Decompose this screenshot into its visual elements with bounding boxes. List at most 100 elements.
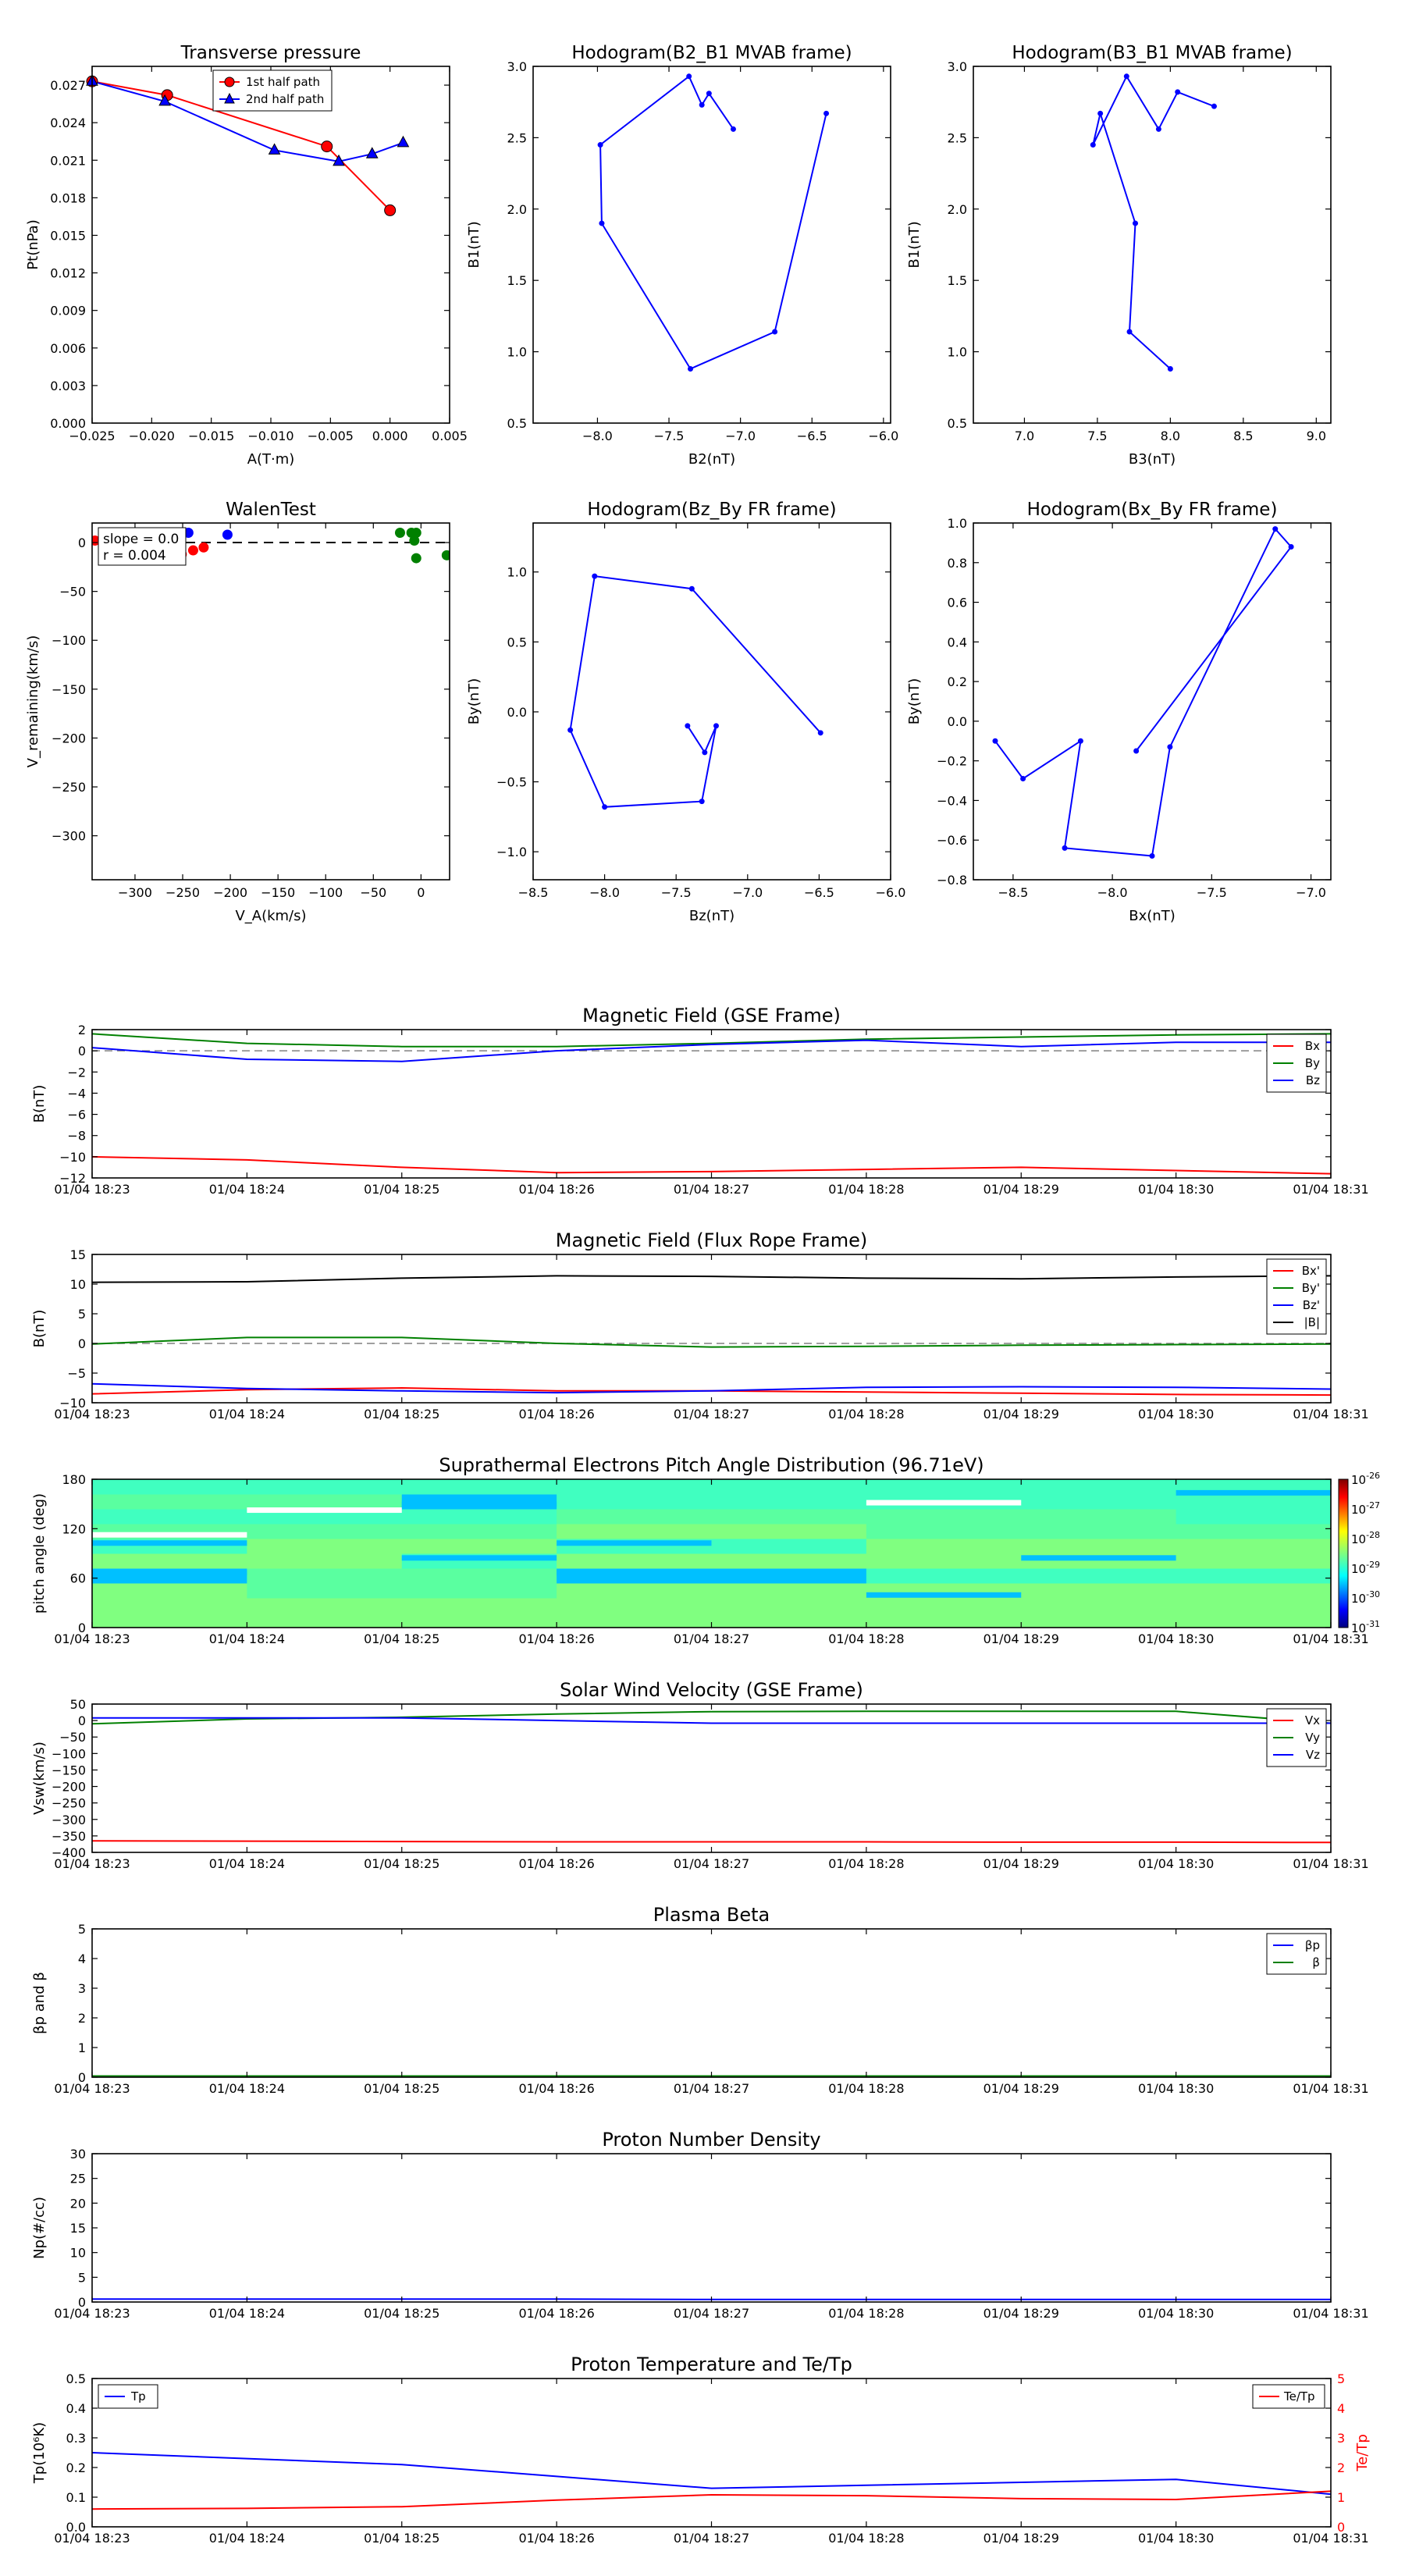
x-tick-label: 01/04 18:26: [518, 2081, 594, 2096]
chart-title: Proton Number Density: [602, 2129, 820, 2151]
y-tick-label: 0.003: [50, 379, 86, 393]
heatmap-cell: [247, 1524, 403, 1539]
y-tick-label: 0.027: [50, 78, 86, 93]
colorbar-tick-label: 10-29: [1351, 1560, 1380, 1576]
y-tick-label: 0.1: [66, 2490, 86, 2505]
heatmap-cell: [247, 1613, 403, 1628]
y-tick-label: 2: [78, 1023, 86, 1037]
hodogram-point: [817, 730, 823, 736]
y-tick-label: −0.5: [496, 775, 527, 790]
y-tick-label: 0.0: [948, 714, 967, 729]
y-tick-label: 2.0: [507, 202, 527, 217]
heatmap-cell: [711, 1539, 867, 1554]
y-tick-label: 0.018: [50, 190, 86, 205]
y-tick-label: 0: [78, 1336, 86, 1351]
chart-title: Suprathermal Electrons Pitch Angle Distr…: [439, 1454, 984, 1476]
hodogram-point: [1149, 853, 1155, 859]
y2-tick-label: 0: [1337, 2520, 1345, 2535]
heatmap-band: [247, 1507, 402, 1514]
plot-frame: [91, 2153, 1332, 2303]
heatmap-cell: [247, 1479, 403, 1495]
plot-area: [92, 1479, 1331, 1628]
hodogram-point: [567, 727, 574, 733]
series-line: [92, 1039, 1331, 1062]
x-tick-label: 01/04 18:29: [984, 1631, 1059, 1646]
y-tick-label: 60: [70, 1571, 86, 1586]
heatmap-cell: [401, 1539, 557, 1554]
hodogram-point: [602, 804, 608, 810]
x-tick-label: 01/04 18:26: [518, 1182, 594, 1197]
heatmap-cell: [711, 1568, 867, 1584]
x-tick-label: 01/04 18:24: [209, 2081, 285, 2096]
walen-point: [187, 545, 198, 556]
legend: Vx Vy Vz: [1266, 1708, 1327, 1767]
x-tick-label: 01/04 18:25: [364, 2531, 439, 2546]
heatmap-cell: [1176, 1583, 1331, 1599]
x-tick-label: 01/04 18:23: [54, 1407, 130, 1421]
x-tick-label: −0.010: [247, 429, 293, 443]
x-tick-label: 01/04 18:28: [828, 1631, 904, 1646]
chart-mag_fr: Magnetic Field (Flux Rope Frame) −10 −5 0 5 1…: [31, 1229, 1369, 1421]
y-tick-label: −50: [59, 585, 86, 600]
y-tick-label: 1.5: [507, 273, 527, 288]
y-tick-label: 0.015: [50, 228, 86, 243]
heatmap-cell: [1176, 1539, 1331, 1554]
y-tick-label: −5: [67, 1366, 86, 1381]
heatmap-cell: [247, 1539, 403, 1554]
x-tick-label: −6.0: [876, 885, 906, 900]
chart-title: WalenTest: [226, 500, 316, 520]
x-tick-label: 01/04 18:27: [674, 2306, 749, 2321]
plot-frame: [91, 2378, 1332, 2528]
y-tick-label: 0: [78, 1713, 86, 1728]
heatmap-cell: [401, 1613, 557, 1628]
y-tick-label: −6: [67, 1108, 86, 1123]
x-tick-label: 01/04 18:27: [674, 1856, 749, 1871]
y-axis-label: V_remaining(km/s): [25, 635, 41, 768]
heatmap-cell: [1176, 1494, 1331, 1510]
heatmap-band: [1021, 1555, 1176, 1561]
y-tick-label: −150: [52, 682, 86, 697]
y-tick-label: 0.8: [948, 556, 967, 571]
heatmap-band: [92, 1532, 247, 1538]
legend-box: [212, 69, 333, 112]
annotation-slope: slope = 0.0: [103, 532, 179, 547]
x-tick-label: −0.020: [129, 429, 175, 443]
walen-point: [441, 550, 450, 560]
legend-label: Bz': [1303, 1298, 1320, 1312]
x-tick-label: 01/04 18:29: [984, 1182, 1059, 1197]
legend: 1st half path 2nd half path: [212, 69, 333, 112]
x-tick-label: 01/04 18:24: [209, 1182, 285, 1197]
hodogram-point: [1090, 142, 1096, 148]
x-tick-label: −6.5: [804, 885, 834, 900]
y-tick-label: 180: [62, 1472, 86, 1487]
legend-label: Te/Tp: [1283, 2389, 1315, 2403]
heatmap-band: [401, 1555, 557, 1561]
heatmap-cell: [1176, 1568, 1331, 1584]
x-tick-label: 01/04 18:31: [1293, 1631, 1368, 1646]
x-tick-label: 01/04 18:31: [1293, 2531, 1368, 2546]
y-tick-label: 0: [78, 2070, 86, 2085]
x-tick-label: 01/04 18:25: [364, 1182, 439, 1197]
x-tick-label: 01/04 18:30: [1138, 1856, 1214, 1871]
x-tick-label: −250: [165, 885, 200, 900]
y2-tick-label: 3: [1337, 2431, 1345, 2446]
legend-label: |B|: [1304, 1315, 1320, 1329]
series-line: [92, 1033, 1331, 1048]
heatmap-cell: [1021, 1494, 1177, 1510]
y-tick-label: −300: [52, 829, 86, 844]
x-tick-label: 01/04 18:29: [984, 1407, 1059, 1421]
heatmap-cell: [92, 1494, 247, 1510]
plot-area: [92, 1710, 1331, 1844]
y-axis-label: βp and β: [31, 1972, 48, 2034]
chart-title: Hodogram(Bx_By FR frame): [1027, 500, 1278, 520]
x-tick-label: 01/04 18:31: [1293, 1856, 1368, 1871]
plot-frame: [91, 66, 450, 424]
chart-np: Proton Number Density 0 5 10 15 20 25 30 01/04 1…: [31, 2129, 1369, 2321]
plot-area: [994, 527, 1293, 857]
x-tick-label: 01/04 18:23: [54, 2081, 130, 2096]
colorbar-tick-label: 10-31: [1351, 1619, 1380, 1635]
hodogram-point: [1167, 744, 1173, 750]
legend-label: By: [1305, 1056, 1320, 1070]
data-point-circle: [321, 141, 333, 153]
